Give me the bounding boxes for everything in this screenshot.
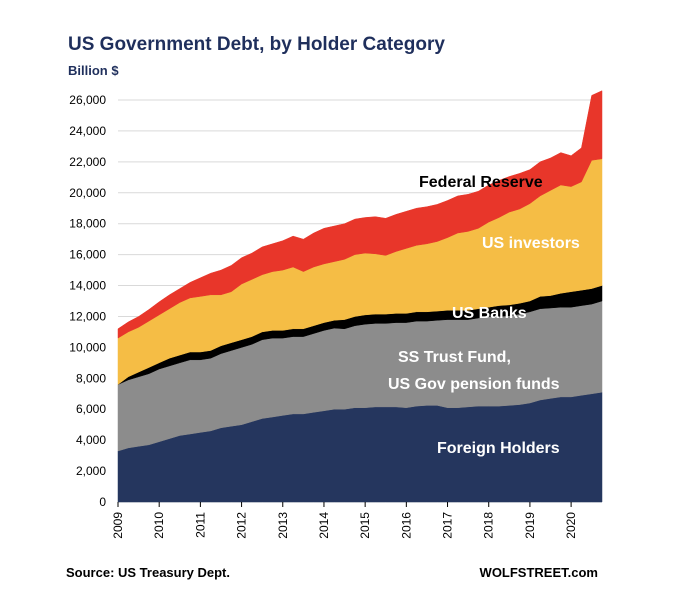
y-tick-label: 8,000 bbox=[76, 371, 106, 385]
chart-title: US Government Debt, by Holder Category bbox=[68, 34, 445, 55]
y-tick-label: 18,000 bbox=[69, 217, 106, 231]
y-tick-label: 26,000 bbox=[69, 93, 106, 107]
y-axis-unit-label: Billion $ bbox=[68, 63, 119, 78]
x-tick-label: 2013 bbox=[276, 512, 290, 539]
series-labels: Foreign Holders SS Trust Fund, US Gov pens… bbox=[388, 174, 580, 457]
y-tick-label: 24,000 bbox=[69, 124, 106, 138]
y-tick-label: 22,000 bbox=[69, 155, 106, 169]
area-federal-reserve bbox=[117, 90, 603, 339]
x-tick-label: 2010 bbox=[152, 512, 166, 539]
y-tick-label: 14,000 bbox=[69, 279, 106, 293]
label-ss-trust-fund-us-gov-pension-funds: SS Trust Fund, bbox=[398, 349, 511, 366]
label-ss-trust-fund-us-gov-pension-funds: US Gov pension funds bbox=[388, 376, 560, 393]
y-tick-label: 0 bbox=[99, 495, 106, 509]
x-tick-label: 2014 bbox=[317, 512, 331, 539]
label-us-banks: US Banks bbox=[452, 305, 527, 322]
x-tick-label: 2011 bbox=[193, 512, 207, 538]
y-tick-label: 10,000 bbox=[69, 340, 106, 354]
y-tick-label: 16,000 bbox=[69, 248, 106, 262]
x-tick-label: 2018 bbox=[482, 512, 496, 539]
y-axis-ticks: 0 2,000 4,000 6,000 8,000 10,000 12,000 14,000 1… bbox=[69, 93, 106, 509]
x-tick-label: 2017 bbox=[441, 512, 455, 539]
x-tick-label: 2015 bbox=[358, 512, 372, 539]
x-axis-ticks: 2009 2010 2011 2012 2013 2014 2015 2016 2017 2018… bbox=[111, 502, 578, 539]
stacked-areas bbox=[117, 90, 603, 503]
source-note: Source: US Treasury Dept. bbox=[66, 565, 230, 580]
brand-watermark: WOLFSTREET.com bbox=[480, 565, 598, 580]
y-tick-label: 20,000 bbox=[69, 186, 106, 200]
label-foreign-holders: Foreign Holders bbox=[437, 440, 560, 457]
x-tick-label: 2009 bbox=[111, 512, 125, 539]
y-tick-label: 6,000 bbox=[76, 402, 106, 416]
label-us-investors: US investors bbox=[482, 235, 580, 252]
y-tick-label: 4,000 bbox=[76, 433, 106, 447]
x-tick-label: 2012 bbox=[235, 512, 249, 539]
y-tick-label: 2,000 bbox=[76, 464, 106, 478]
x-tick-label: 2016 bbox=[399, 512, 413, 539]
label-federal-reserve: Federal Reserve bbox=[419, 174, 543, 191]
x-tick-label: 2019 bbox=[523, 512, 537, 539]
y-tick-label: 12,000 bbox=[69, 309, 106, 323]
x-tick-label: 2020 bbox=[564, 512, 578, 539]
